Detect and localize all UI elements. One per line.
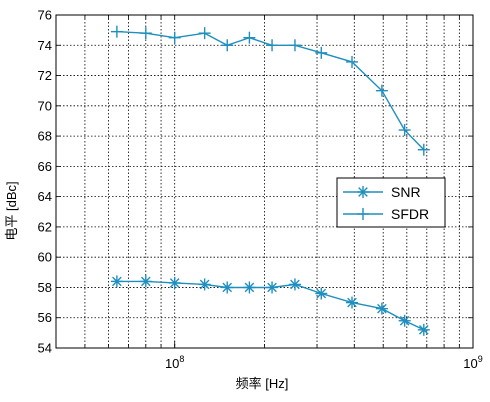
star-marker bbox=[221, 281, 234, 294]
plus-marker bbox=[315, 46, 328, 59]
axes-layer bbox=[55, 14, 474, 349]
star-marker bbox=[357, 186, 369, 198]
star-marker bbox=[110, 275, 123, 288]
star-marker bbox=[139, 275, 152, 288]
y-tick-label: 74 bbox=[38, 38, 52, 53]
series-snr bbox=[110, 275, 430, 336]
series-sfdr bbox=[110, 25, 430, 156]
legend-label: SNR bbox=[391, 184, 421, 200]
plus-marker bbox=[288, 39, 301, 52]
legend-box bbox=[336, 177, 446, 228]
marker-stroke bbox=[399, 315, 410, 326]
marker-stroke bbox=[347, 297, 357, 308]
x-axis-label: 频率 [Hz] bbox=[236, 376, 289, 391]
y-axis-label: 电平 [dBc] bbox=[4, 181, 19, 240]
legend-entry-sfdr: SFDR bbox=[343, 206, 429, 222]
marker-stroke bbox=[290, 279, 300, 290]
y-tick-label: 64 bbox=[38, 189, 52, 204]
plus-marker bbox=[375, 84, 388, 97]
y-tick-label: 76 bbox=[38, 8, 52, 23]
marker-stroke bbox=[112, 276, 122, 287]
plus-marker bbox=[168, 31, 181, 44]
series-layer bbox=[110, 25, 430, 336]
y-tick-label: 66 bbox=[38, 159, 52, 174]
star-marker bbox=[417, 323, 430, 336]
legend-label: SFDR bbox=[391, 206, 429, 222]
plus-marker bbox=[110, 25, 123, 38]
star-marker bbox=[346, 296, 359, 309]
y-tick-label: 70 bbox=[38, 98, 52, 113]
plus-marker bbox=[346, 55, 359, 68]
star-marker bbox=[375, 302, 388, 315]
plus-marker bbox=[417, 143, 430, 156]
y-tick-label: 60 bbox=[38, 250, 52, 265]
star-marker bbox=[266, 281, 279, 294]
star-marker bbox=[288, 278, 301, 291]
plus-marker bbox=[243, 31, 256, 44]
x-tick-label: 109 bbox=[463, 354, 482, 371]
y-tick-label: 56 bbox=[38, 310, 52, 325]
marker-stroke bbox=[222, 282, 233, 293]
legend-entry-snr: SNR bbox=[343, 184, 421, 200]
plus-marker bbox=[221, 39, 234, 52]
marker-stroke bbox=[377, 303, 387, 314]
y-tick-label: 58 bbox=[38, 280, 52, 295]
marker-stroke bbox=[244, 282, 255, 293]
marker-stroke bbox=[199, 279, 210, 290]
star-marker bbox=[198, 278, 211, 291]
plus-marker bbox=[398, 124, 411, 137]
y-tick-label: 54 bbox=[38, 341, 52, 356]
y-tick-label: 72 bbox=[38, 68, 52, 83]
marker-stroke bbox=[418, 325, 429, 335]
marker-stroke bbox=[358, 187, 368, 197]
plus-marker bbox=[357, 208, 369, 220]
y-tick-label: 62 bbox=[38, 219, 52, 234]
tick-label-layer: 54 56 58 60 62 64 66 68 70 72 74 76 108 109 bbox=[38, 8, 483, 372]
y-tick-label: 68 bbox=[38, 129, 52, 144]
marker-stroke bbox=[267, 282, 277, 293]
star-marker bbox=[168, 276, 181, 289]
marker-stroke bbox=[316, 288, 327, 299]
plot-frame bbox=[55, 14, 474, 349]
star-marker bbox=[315, 287, 328, 300]
plus-marker bbox=[198, 27, 211, 40]
marker-stroke bbox=[140, 276, 151, 287]
marker-stroke bbox=[169, 278, 180, 288]
plus-marker bbox=[139, 27, 152, 40]
plus-marker bbox=[266, 39, 279, 52]
star-marker bbox=[243, 281, 256, 294]
legend: SNR SFDR bbox=[336, 177, 446, 228]
star-marker bbox=[398, 314, 411, 327]
x-tick-label: 108 bbox=[165, 354, 184, 371]
